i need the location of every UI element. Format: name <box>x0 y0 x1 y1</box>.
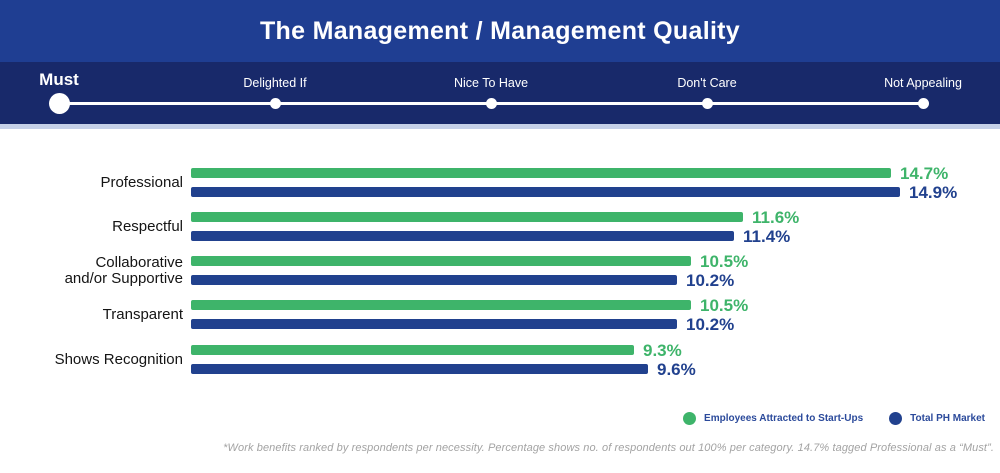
category-label-line: Professional <box>100 173 183 191</box>
value-label-startups: 10.5% <box>700 296 749 315</box>
legend-label: Total PH Market <box>910 413 985 424</box>
category-label: Shows Recognition <box>0 345 183 374</box>
legend-item: Total PH Market <box>889 412 985 425</box>
scale-dot-not-appealing[interactable] <box>917 97 929 109</box>
category-label: Transparent <box>0 300 183 329</box>
scale-option-delighted-if[interactable]: Delighted If <box>243 76 307 90</box>
scale-dot-delighted-if[interactable] <box>269 97 281 109</box>
value-label-market: 9.6% <box>657 360 696 379</box>
bar-market <box>191 364 648 374</box>
bar-startups <box>191 168 891 178</box>
category-label-line: Shows Recognition <box>54 350 183 368</box>
scale-option-nice-to-have[interactable]: Nice To Have <box>453 76 529 90</box>
bar-startups <box>191 256 691 266</box>
necessity-scale: Must Delighted If Nice To Have Don't Care No… <box>0 62 1000 124</box>
scale-dot-nice-to-have[interactable] <box>485 97 497 109</box>
bar-startups <box>191 345 634 355</box>
value-label-startups: 10.5% <box>700 252 749 271</box>
chart-title: The Management / Management Quality <box>259 16 741 45</box>
category-label-line: Respectful <box>112 217 183 235</box>
bar-startups <box>191 212 743 222</box>
category-label: Professional <box>0 168 183 197</box>
value-label-startups: 11.6% <box>752 208 800 227</box>
scale-dot-must-selected[interactable] <box>48 92 70 114</box>
legend: Employees Attracted to Start-Ups Total PH… <box>683 412 985 425</box>
title-banner: The Management / Management Quality <box>0 0 1000 62</box>
scale-option-must[interactable]: Must <box>39 70 79 89</box>
value-label-market: 14.9% <box>909 183 958 202</box>
scale-dot-don-t-care[interactable] <box>701 97 713 109</box>
category-label: Collaborative and/or Supportive <box>0 253 183 287</box>
scale-option-not-appealing[interactable]: Not Appealing <box>884 76 962 90</box>
value-label-market: 10.2% <box>686 315 735 334</box>
scale-option-don-t-care[interactable]: Don't Care <box>677 76 737 90</box>
category-label-line: and/or Supportive <box>64 269 183 287</box>
footnote: *Work benefits ranked by respondents per… <box>223 442 994 454</box>
value-label-market: 11.4% <box>743 227 791 246</box>
legend-dot-icon <box>889 412 903 425</box>
scale-band-edge <box>0 124 1000 129</box>
value-label-startups: 9.3% <box>643 341 682 360</box>
bar-market <box>191 275 677 285</box>
legend-label: Employees Attracted to Start-Ups <box>704 413 864 424</box>
category-label-line: Collaborative <box>95 253 183 271</box>
bar-market <box>191 231 734 241</box>
legend-dot-icon <box>683 412 697 425</box>
value-label-startups: 14.7% <box>900 164 949 183</box>
bar-market <box>191 187 900 197</box>
bar-chart: Professional 14.7% 14.9% Respectful 11.6% 11.… <box>0 129 1000 413</box>
bar-startups <box>191 300 691 310</box>
category-label-line: Transparent <box>102 305 183 323</box>
legend-item: Employees Attracted to Start-Ups <box>683 412 863 425</box>
bar-market <box>191 319 677 329</box>
category-label: Respectful <box>0 212 183 241</box>
value-label-market: 10.2% <box>686 271 735 290</box>
